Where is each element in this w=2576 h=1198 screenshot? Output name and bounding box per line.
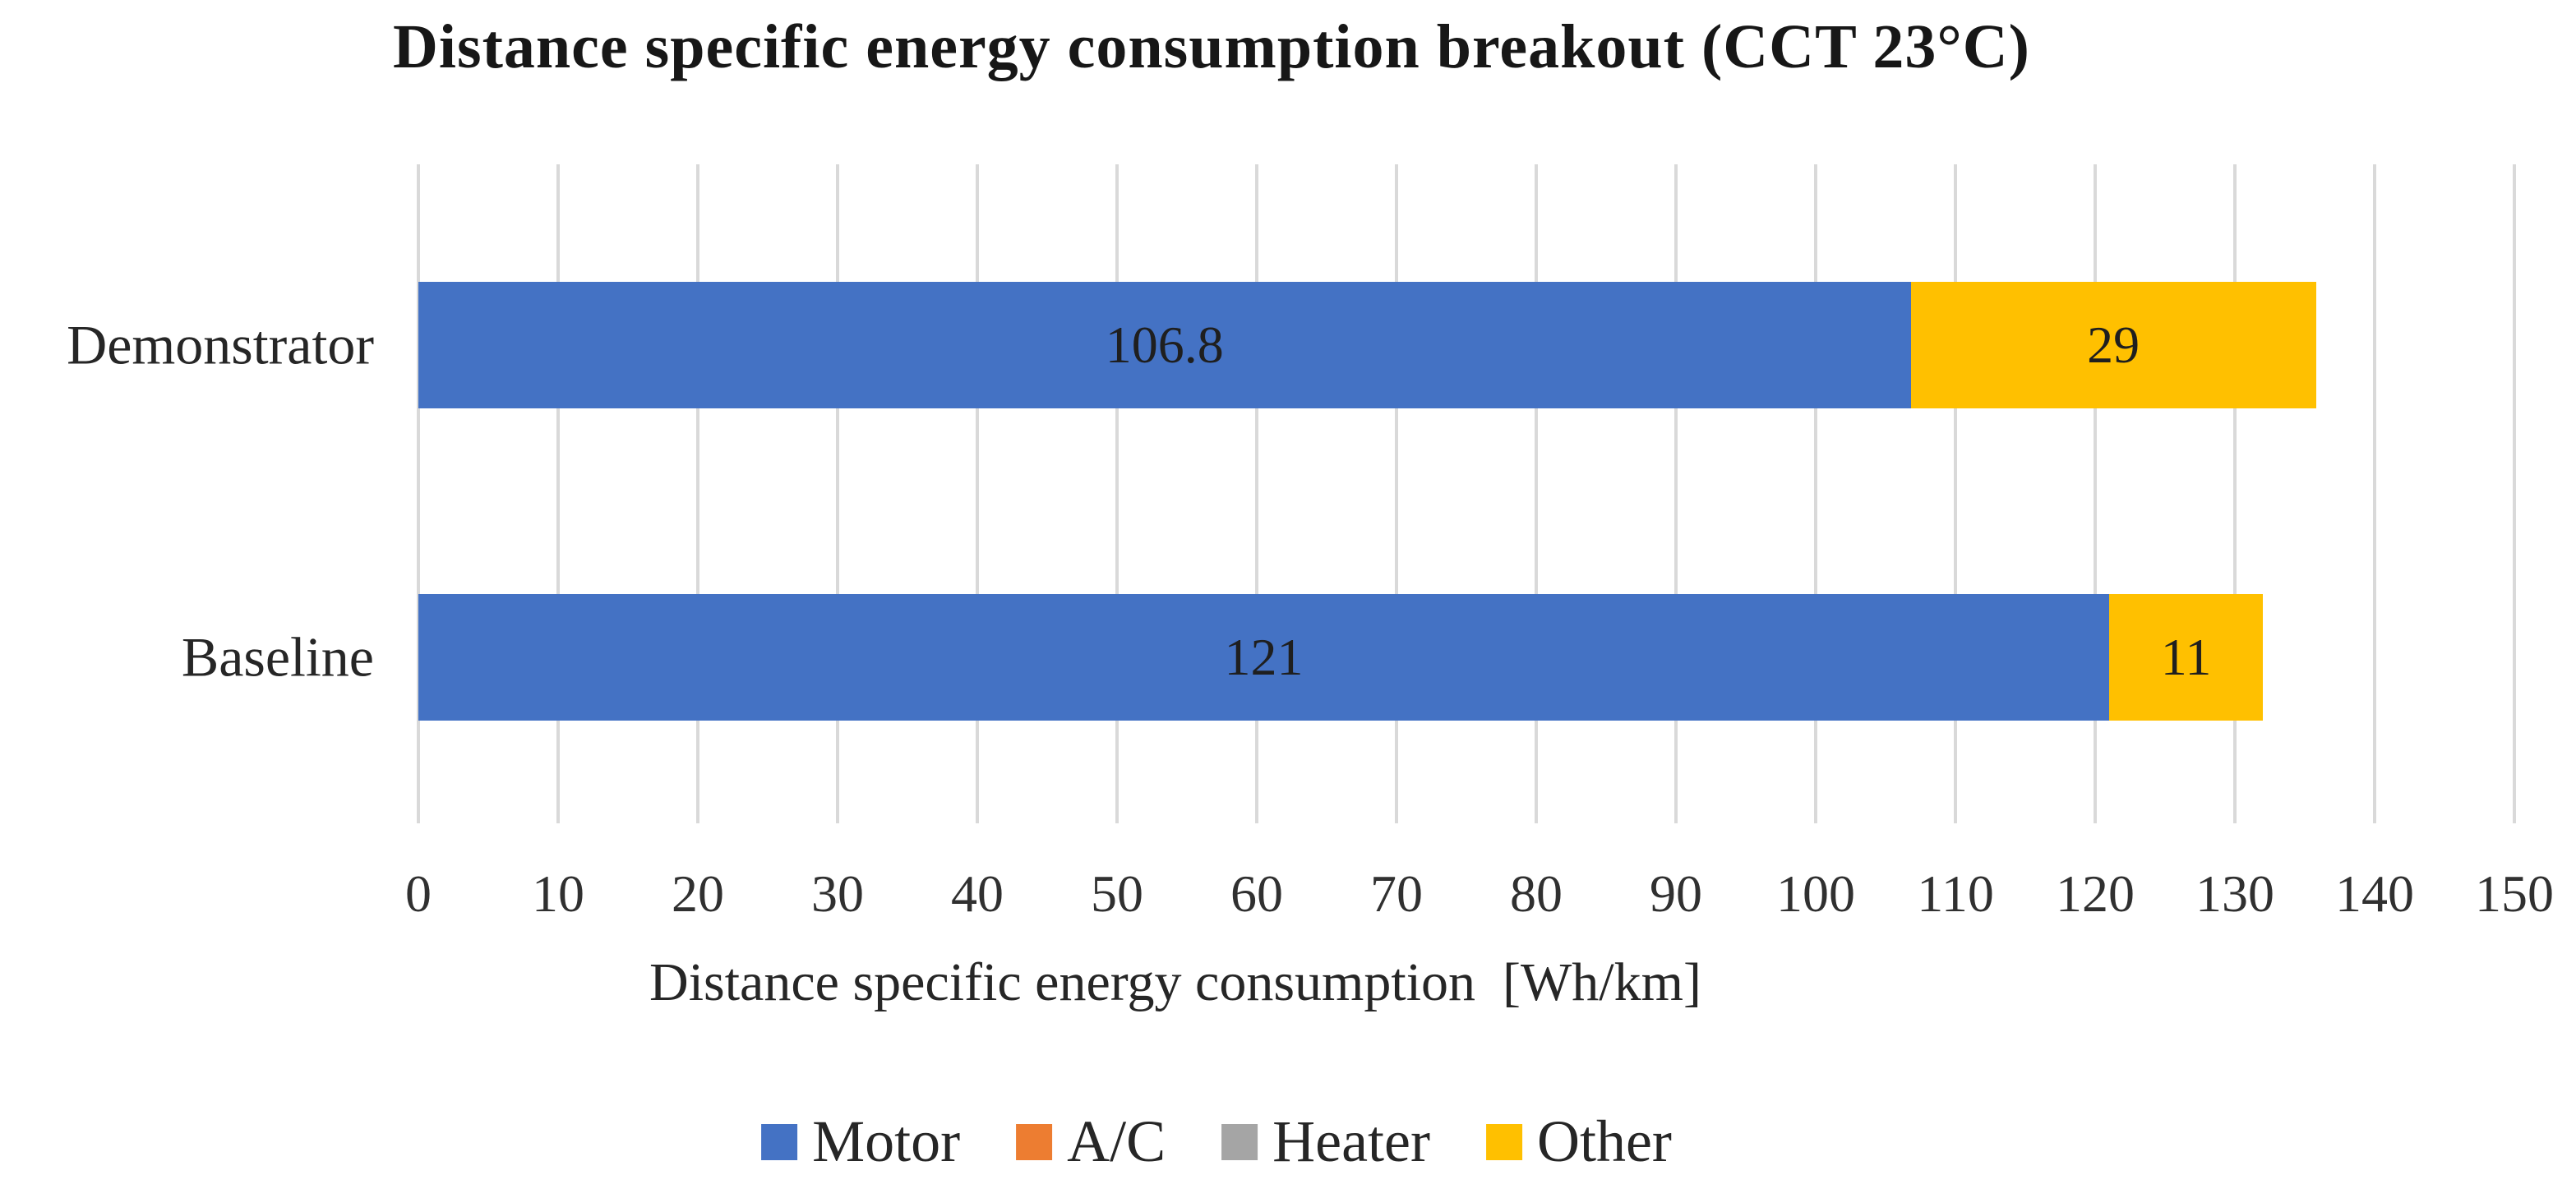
- x-tick-label: 80: [1510, 864, 1563, 923]
- x-tick-label: 60: [1230, 864, 1283, 923]
- legend-item: Motor: [761, 1108, 960, 1176]
- x-tick-label: 70: [1370, 864, 1423, 923]
- gridline: [1535, 164, 1538, 823]
- x-tick-label: 50: [1091, 864, 1143, 923]
- legend-label: Other: [1536, 1108, 1672, 1174]
- x-tick-label: 120: [2056, 864, 2135, 923]
- bar-segment: 29: [1910, 282, 2316, 408]
- category-label: Baseline: [181, 625, 374, 689]
- x-axis-title: Distance specific energy consumption [Wh…: [649, 952, 1701, 1012]
- gridline: [2513, 164, 2516, 823]
- bar-segment: 106.8: [418, 282, 1911, 408]
- gridline: [696, 164, 699, 823]
- gridline: [1954, 164, 1957, 823]
- gridline: [417, 164, 420, 823]
- gridline: [556, 164, 560, 823]
- x-tick-label: 40: [951, 864, 1004, 923]
- bar-segment: 11: [2109, 594, 2263, 721]
- legend-swatch-icon: [1221, 1123, 1258, 1160]
- bar-segment: 121: [418, 594, 2109, 721]
- data-label: 106.8: [1105, 316, 1224, 374]
- legend-item: Other: [1485, 1108, 1672, 1176]
- gridline: [2373, 164, 2376, 823]
- x-tick-label: 100: [1776, 864, 1855, 923]
- legend-swatch-icon: [761, 1123, 798, 1160]
- legend-label: Motor: [812, 1108, 961, 1174]
- gridline: [1395, 164, 1398, 823]
- legend-item: A/C: [1016, 1108, 1166, 1176]
- legend-label: Heater: [1272, 1108, 1430, 1174]
- gridline: [836, 164, 839, 823]
- x-tick-label: 110: [1917, 864, 1994, 923]
- x-tick-label: 140: [2335, 864, 2414, 923]
- x-tick-label: 20: [672, 864, 724, 923]
- data-label: 121: [1224, 628, 1304, 686]
- x-tick-label: 150: [2475, 864, 2554, 923]
- legend-swatch-icon: [1016, 1123, 1053, 1160]
- data-label: 11: [2160, 628, 2212, 686]
- legend-swatch-icon: [1485, 1123, 1522, 1160]
- gridline: [1115, 164, 1119, 823]
- x-tick-label: 30: [811, 864, 864, 923]
- gridline: [2094, 164, 2097, 823]
- gridline: [1255, 164, 1258, 823]
- legend-label: A/C: [1067, 1108, 1166, 1174]
- gridline: [976, 164, 979, 823]
- chart-title: Distance specific energy consumption bre…: [393, 12, 2030, 81]
- bar-row: 121 11: [418, 594, 2263, 721]
- legend-item: Heater: [1221, 1108, 1430, 1176]
- x-tick-label: 130: [2195, 864, 2274, 923]
- x-tick-label: 90: [1650, 864, 1702, 923]
- x-tick-label: 10: [532, 864, 584, 923]
- bar-row: 106.8 29: [418, 282, 2316, 408]
- gridline: [1674, 164, 1678, 823]
- gridline: [2233, 164, 2237, 823]
- x-tick-label: 0: [405, 864, 432, 923]
- gridline: [1814, 164, 1817, 823]
- category-label: Demonstrator: [67, 313, 374, 376]
- data-label: 29: [2087, 316, 2140, 374]
- legend: Motor A/C Heater Other: [761, 1108, 1672, 1176]
